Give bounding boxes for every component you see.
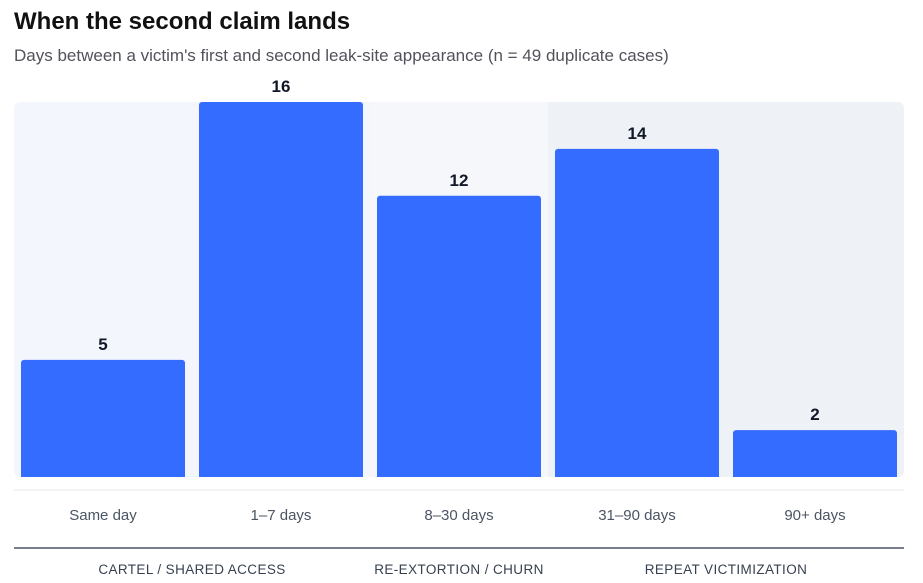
bar-0 <box>21 359 185 477</box>
x-tick-label: 1–7 days <box>251 507 312 524</box>
bar-base-3 <box>555 473 719 477</box>
bar-base-2 <box>377 473 541 477</box>
group-label: REPEAT VICTIMIZATION <box>645 562 808 577</box>
bar-4 <box>733 430 897 477</box>
x-tick-label: 31–90 days <box>598 507 676 524</box>
x-tick-label: 90+ days <box>784 507 845 524</box>
bar-value-label: 12 <box>450 171 469 190</box>
bar-1 <box>199 102 363 477</box>
group-label: CARTEL / SHARED ACCESS <box>98 562 285 577</box>
group-shade-fill-last <box>548 102 558 477</box>
group-label: RE-EXTORTION / CHURN <box>374 562 544 577</box>
chart-title: When the second claim lands <box>14 8 351 35</box>
group-shade-fill-0 <box>360 102 370 477</box>
chart-subtitle: Days between a victim's first and second… <box>14 46 669 65</box>
x-tick-label: Same day <box>69 507 137 524</box>
bar-3 <box>555 148 719 477</box>
bar-value-label: 16 <box>272 77 291 96</box>
bar-value-label: 14 <box>628 124 647 143</box>
x-tick-label: 8–30 days <box>424 507 493 524</box>
bar-base-0 <box>21 473 185 477</box>
bar-base-1 <box>199 473 363 477</box>
bar-2 <box>377 195 541 477</box>
bar-base-4 <box>733 473 897 477</box>
bar-value-label: 5 <box>98 335 107 354</box>
bar-value-label: 2 <box>810 405 819 424</box>
